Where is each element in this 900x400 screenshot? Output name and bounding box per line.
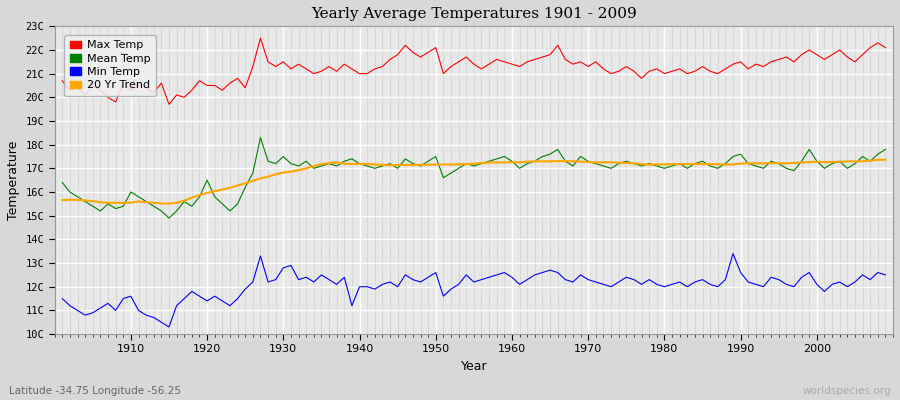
Y-axis label: Temperature: Temperature xyxy=(7,140,20,220)
Title: Yearly Average Temperatures 1901 - 2009: Yearly Average Temperatures 1901 - 2009 xyxy=(311,7,636,21)
Text: Latitude -34.75 Longitude -56.25: Latitude -34.75 Longitude -56.25 xyxy=(9,386,181,396)
X-axis label: Year: Year xyxy=(461,360,487,373)
Legend: Max Temp, Mean Temp, Min Temp, 20 Yr Trend: Max Temp, Mean Temp, Min Temp, 20 Yr Tre… xyxy=(65,35,156,96)
Text: worldspecies.org: worldspecies.org xyxy=(803,386,891,396)
